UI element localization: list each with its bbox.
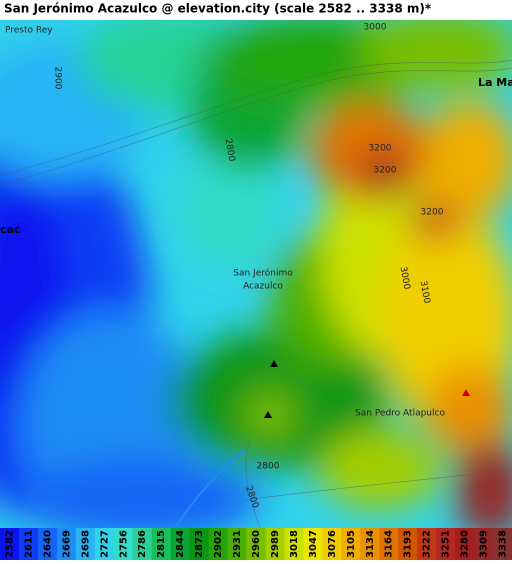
legend-label: 3164	[384, 530, 395, 558]
legend-swatch	[455, 528, 475, 560]
map-label: 3100	[418, 280, 432, 305]
map-label: Acazulco	[243, 282, 283, 292]
legend-label: 3018	[289, 530, 300, 558]
legend-label: 3047	[308, 530, 319, 558]
legend-swatch	[417, 528, 437, 560]
legend-label: 2989	[270, 530, 281, 558]
legend-swatch	[379, 528, 399, 560]
legend: 2582 2611 2640 2669 2698 2727 2756 2786 2815 2844…	[0, 528, 512, 560]
legend-swatch	[208, 528, 229, 560]
map-label: cac	[0, 223, 20, 236]
roads	[0, 59, 512, 528]
legend-label: 3193	[403, 530, 414, 558]
legend-label: 2815	[156, 530, 167, 558]
legend-swatch	[303, 528, 323, 560]
legend-label: 3309	[479, 530, 490, 558]
legend-label: 3280	[460, 530, 471, 558]
peak-marker	[270, 360, 278, 367]
legend-label: 3076	[327, 530, 338, 558]
legend-label: 2873	[194, 530, 205, 558]
map-label: 2800	[223, 138, 237, 163]
legend-swatch	[360, 528, 380, 560]
legend-swatch	[18, 528, 39, 560]
map-label: San Pedro Atlapulco	[355, 409, 445, 419]
peak-marker	[264, 411, 272, 418]
legend-label: 3105	[346, 530, 357, 558]
legend-label: 2960	[251, 530, 262, 558]
legend-label: 2669	[61, 530, 72, 558]
legend-label: 2756	[118, 530, 129, 558]
legend-label: 2844	[175, 530, 186, 558]
legend-label: 2611	[23, 530, 34, 558]
elevation-map: Presto Rey 2900 3000 La Ma 2800 3200 3200 3200 c…	[0, 20, 512, 528]
legend-swatch	[132, 528, 153, 560]
map-label: 2900	[53, 67, 63, 90]
map-label: 3200	[374, 166, 397, 176]
map-label: San Jerónimo	[233, 268, 293, 279]
map-label: La Ma	[478, 76, 512, 89]
legend-swatch	[341, 528, 361, 560]
river	[174, 449, 246, 528]
legend-label: 2727	[99, 530, 110, 558]
legend-swatch	[56, 528, 77, 560]
legend-label: 2902	[213, 530, 224, 558]
legend-swatch	[0, 528, 20, 560]
legend-swatch	[246, 528, 266, 560]
map-label: 2800	[257, 462, 280, 472]
legend-label: 2786	[137, 530, 148, 558]
legend-label: 2931	[232, 530, 243, 558]
legend-label: 3338	[498, 530, 509, 558]
legend-swatch	[322, 528, 342, 560]
legend-swatch	[474, 528, 494, 560]
legend-label: 2582	[4, 530, 15, 558]
peak-marker	[462, 389, 470, 396]
legend-swatch	[170, 528, 191, 560]
legend-swatch	[75, 528, 96, 560]
legend-swatch	[227, 528, 248, 560]
terrain	[0, 20, 512, 528]
legend-label: 3222	[422, 530, 433, 558]
legend-swatch	[265, 528, 285, 560]
legend-swatch	[284, 528, 304, 560]
legend-swatch	[151, 528, 172, 560]
legend-swatch	[436, 528, 456, 560]
legend-swatch	[113, 528, 134, 560]
legend-swatch	[189, 528, 210, 560]
map-label: 3200	[421, 208, 444, 218]
legend-label: 3134	[365, 530, 376, 558]
map-label: 3200	[369, 144, 392, 154]
map-label: Presto Rey	[5, 26, 53, 36]
legend-label: 2640	[42, 530, 53, 558]
legend-swatch	[398, 528, 418, 560]
legend-label: 3251	[441, 530, 452, 558]
legend-label: 2698	[80, 530, 91, 558]
legend-swatch	[37, 528, 58, 560]
map-label: 3000	[364, 23, 387, 33]
legend-swatch	[94, 528, 115, 560]
map-label: 3000	[398, 266, 412, 291]
title: San Jerónimo Acazulco @ elevation.city (…	[4, 2, 432, 16]
legend-swatch	[493, 528, 512, 560]
